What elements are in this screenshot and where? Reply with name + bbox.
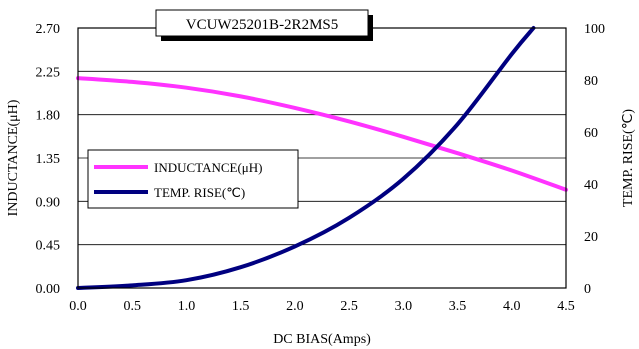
y-left-tick-label: 1.35 (36, 152, 61, 167)
x-tick-label: 1.0 (178, 299, 196, 314)
x-tick-label: 1.5 (232, 299, 250, 314)
x-tick-label: 2.5 (340, 299, 358, 314)
x-tick-label: 4.0 (503, 299, 521, 314)
x-tick-label: 0.0 (69, 299, 87, 314)
y-right-tick-label: 80 (584, 74, 598, 89)
y-left-tick-label: 1.80 (36, 109, 61, 124)
tick-labels: 0.0 0.5 1.0 1.5 2.0 2.5 3.0 3.5 4.0 4.5 0.00 0.45 0.… (36, 22, 606, 314)
y-left-tick-label: 0.00 (36, 282, 61, 297)
y-right-tick-label: 40 (584, 178, 598, 193)
chart-title: VCUW25201B-2R2MS5 (186, 17, 339, 33)
y-right-tick-label: 0 (584, 282, 591, 297)
x-tick-label: 3.5 (449, 299, 467, 314)
y-axis-left-label: INDUCTANCE(μH) (6, 99, 21, 216)
x-axis-label: DC BIAS(Amps) (273, 332, 371, 347)
title-frame (155, 9, 369, 37)
y-right-tick-label: 20 (584, 230, 598, 245)
series-inductance (76, 76, 568, 192)
legend-label-inductance: INDUCTANCE(μH) (154, 160, 262, 175)
chart-title-box: VCUW25201B-2R2MS5 (155, 9, 373, 41)
legend-label-temp-rise: TEMP. RISE(℃) (154, 185, 245, 200)
x-tick-label: 4.5 (557, 299, 575, 314)
x-tick-label: 3.0 (395, 299, 413, 314)
x-tick-label: 0.5 (123, 299, 141, 314)
y-left-tick-label: 0.45 (36, 239, 61, 254)
legend: INDUCTANCE(μH) TEMP. RISE(℃) (87, 149, 299, 209)
y-left-tick-label: 2.70 (36, 22, 61, 37)
series-layer (76, 26, 568, 290)
legend-frame (87, 149, 299, 209)
y-left-tick-label: 0.90 (36, 195, 61, 210)
y-right-tick-label: 60 (584, 126, 598, 141)
series-temp-rise (76, 26, 536, 290)
x-tick-label: 2.0 (286, 299, 304, 314)
y-axis-right-label: TEMP. RISE(℃) (621, 109, 636, 208)
y-left-tick-label: 2.25 (36, 65, 61, 80)
y-right-tick-label: 100 (584, 22, 605, 37)
